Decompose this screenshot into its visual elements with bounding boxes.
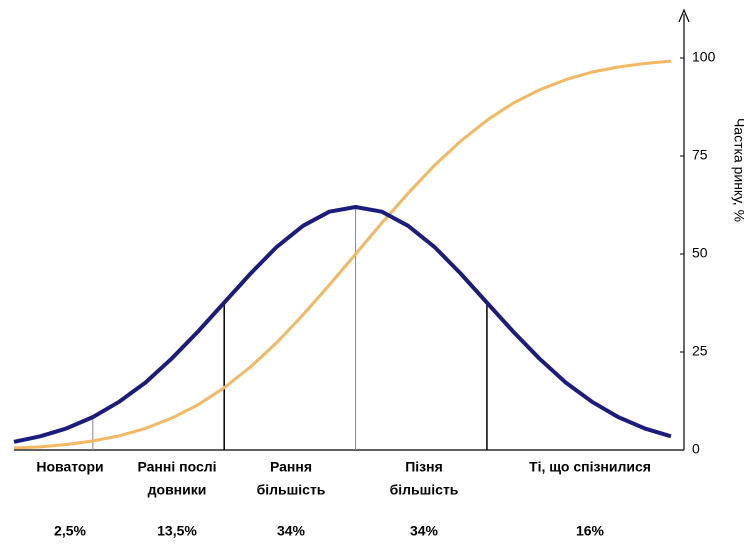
y-tick-label: 75 bbox=[692, 147, 708, 163]
y-tick-label: 25 bbox=[692, 343, 708, 359]
y-axis-label: Частка ринку, % bbox=[731, 118, 747, 222]
segment-share: 13,5% bbox=[157, 523, 197, 539]
curve bbox=[13, 59, 672, 450]
y-tick-label: 50 bbox=[692, 245, 708, 261]
curve bbox=[13, 205, 672, 444]
segment-share: 34% bbox=[277, 523, 306, 539]
segment-label: більшість bbox=[390, 482, 459, 498]
y-axis-arrow bbox=[678, 8, 690, 23]
segment-label: Ранні послі bbox=[137, 459, 216, 475]
segment-label: Пізня bbox=[405, 459, 443, 475]
segment-label: більшість bbox=[257, 482, 326, 498]
segment-label: Ті, що спізнилися bbox=[529, 459, 651, 475]
segment-label: довники bbox=[148, 482, 207, 498]
segment-label: Новатори bbox=[36, 459, 103, 475]
y-tick-label: 0 bbox=[692, 441, 700, 457]
segment-label: Рання bbox=[270, 459, 312, 475]
segment-share: 16% bbox=[576, 523, 605, 539]
y-tick-label: 100 bbox=[692, 49, 716, 65]
segment-share: 2,5% bbox=[54, 523, 86, 539]
segment-share: 34% bbox=[410, 523, 439, 539]
